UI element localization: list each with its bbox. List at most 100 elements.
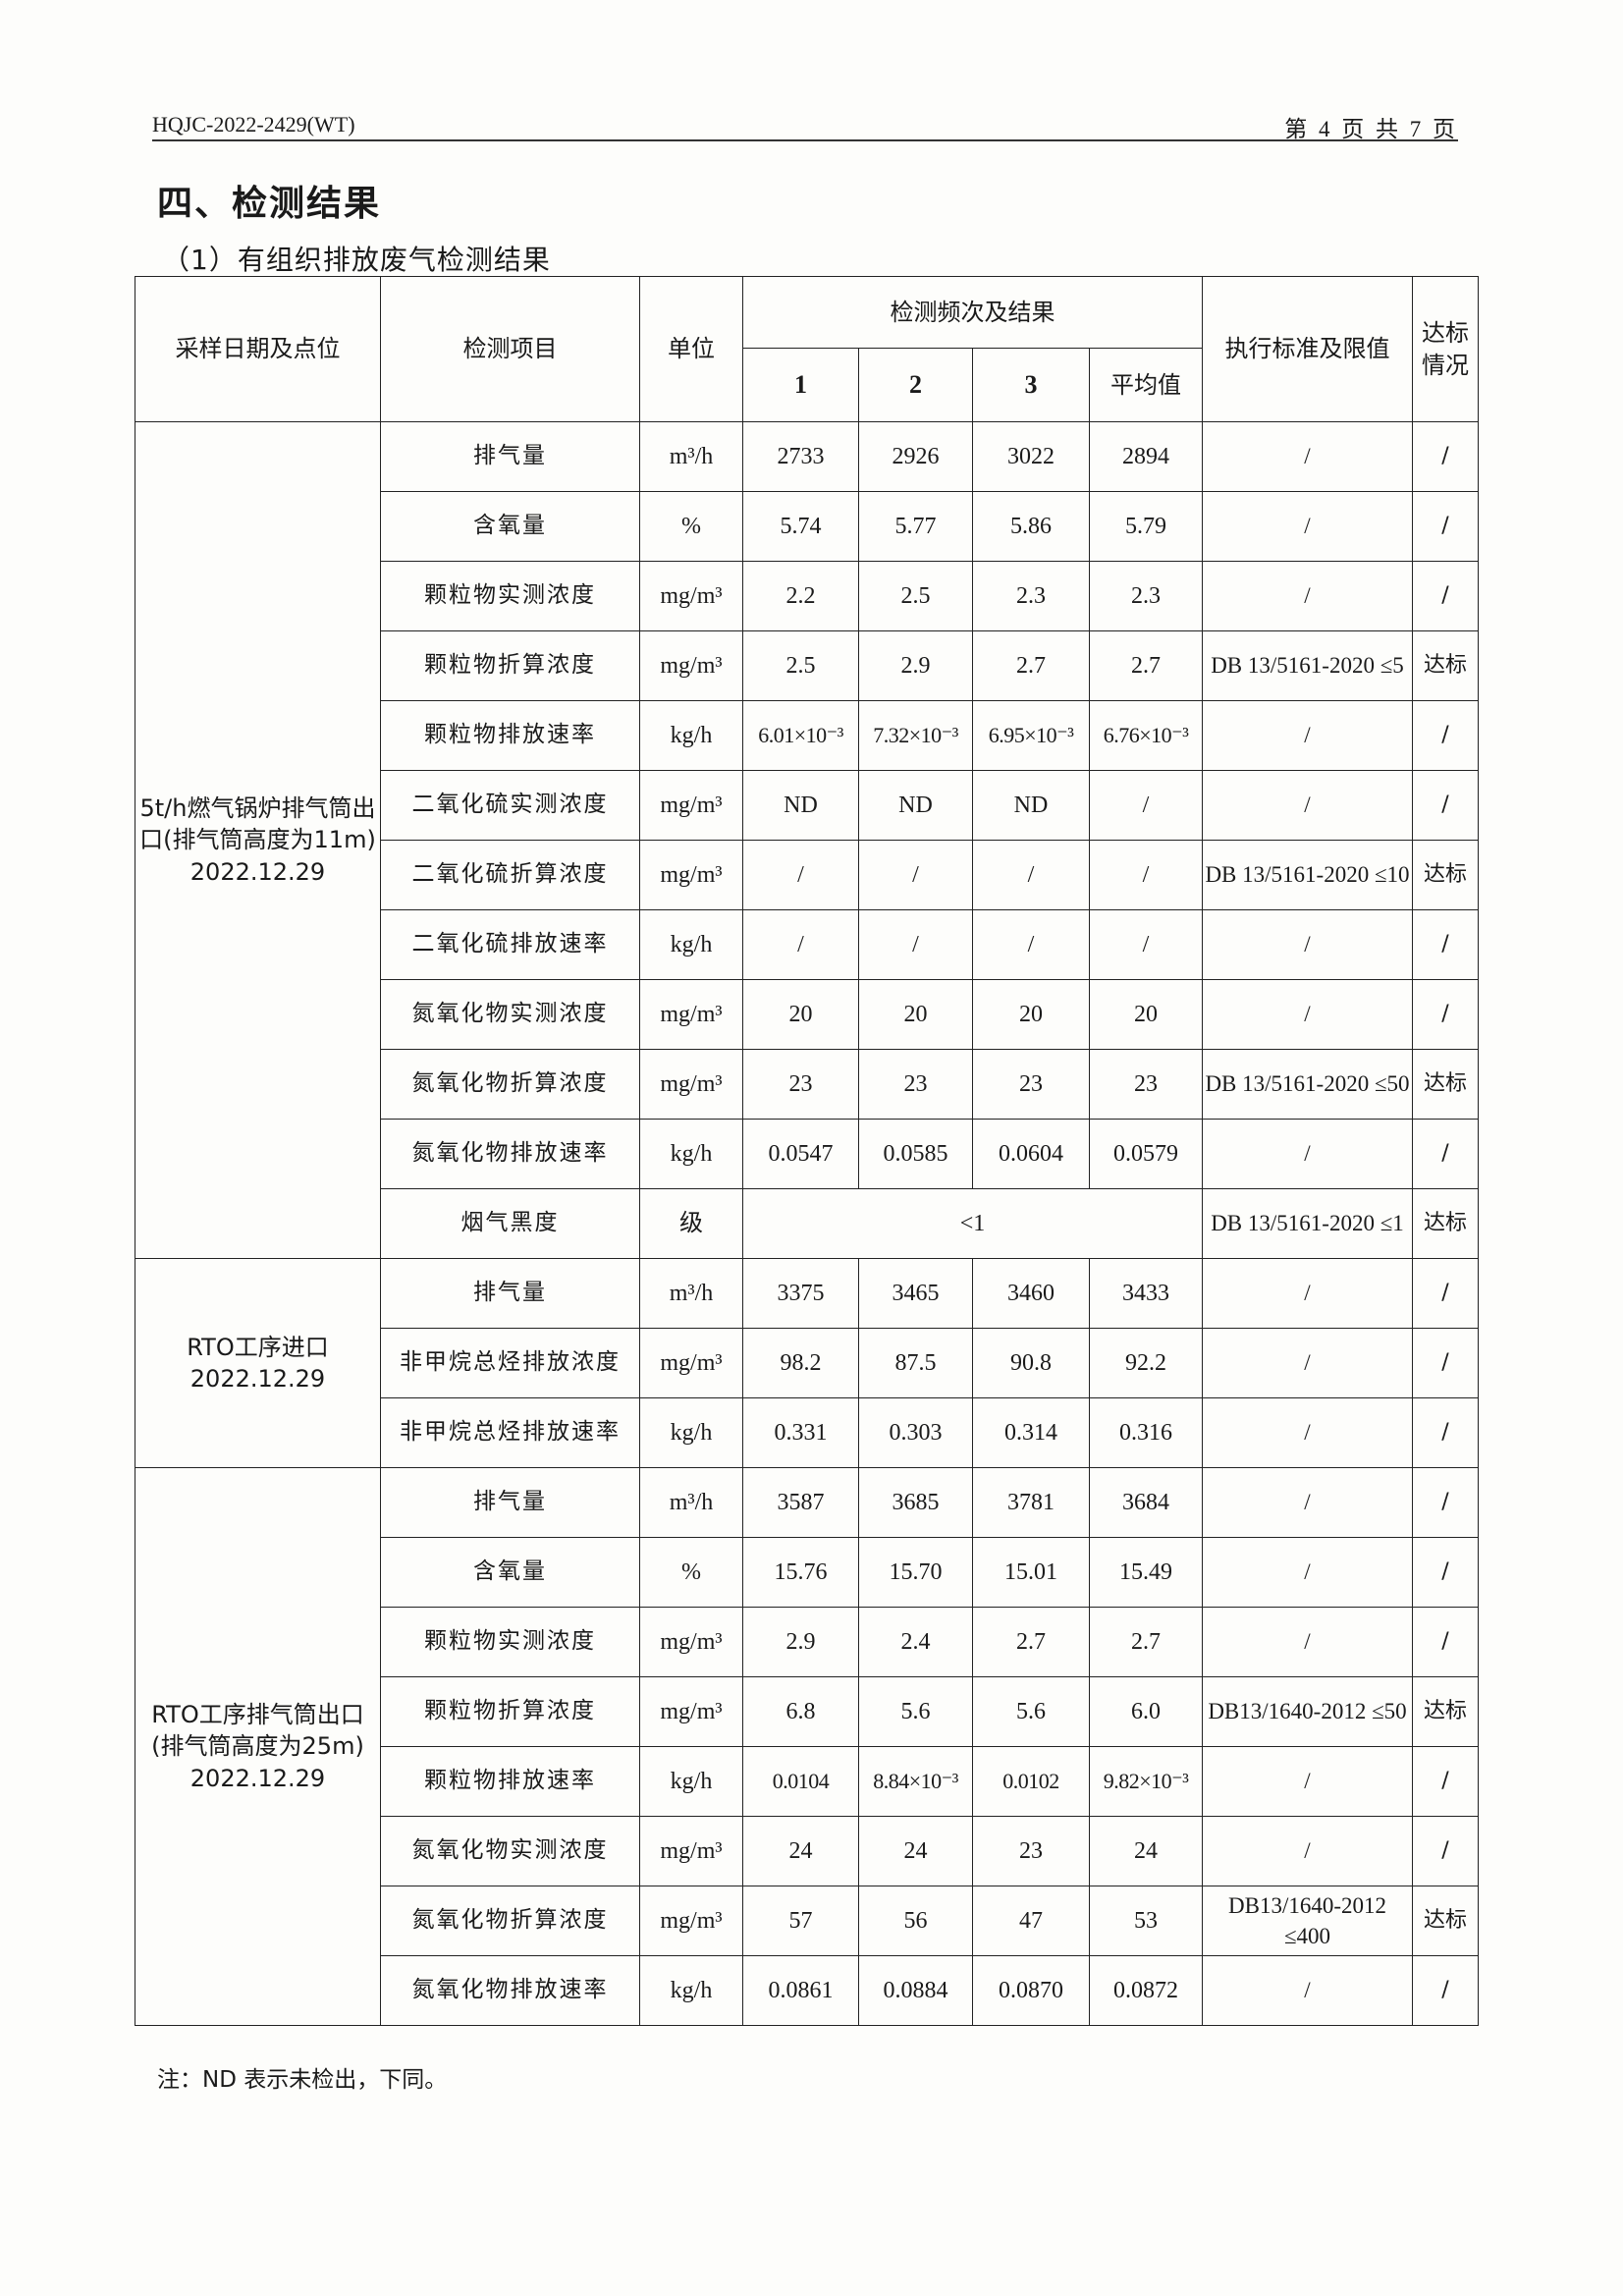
- run-value: 20: [742, 979, 859, 1050]
- compliance-status: /: [1412, 1467, 1479, 1538]
- average-value: 24: [1089, 1816, 1203, 1886]
- header-run-2: 2: [858, 348, 973, 422]
- standard-limit: /: [1202, 1258, 1413, 1329]
- header-run-1: 1: [742, 348, 859, 422]
- table-row: 含氧量% 15.76 15.70 15.01 15.49//: [135, 1537, 1479, 1608]
- run-value: 2.3: [972, 561, 1090, 631]
- unit: kg/h: [639, 1955, 743, 2026]
- unit: 级: [639, 1188, 743, 1259]
- table-row: 氮氧化物折算浓度 mg/m³ 57 56 47 53 DB13/1640-2012 ≤400…: [135, 1886, 1479, 1956]
- run-value: 3460: [972, 1258, 1090, 1329]
- report-number: HQJC-2022-2429(WT): [152, 112, 355, 137]
- results-table: 采样日期及点位 检测项目 单位 检测频次及结果 执行标准及限值 达标情况 1 2…: [135, 276, 1479, 2026]
- run-value: 23: [972, 1816, 1090, 1886]
- unit: m³/h: [639, 1258, 743, 1329]
- table-row: 非甲烷总烃排放浓度 mg/m³ 98.2 87.5 90.8 92.2//: [135, 1328, 1479, 1398]
- compliance-status: /: [1412, 770, 1479, 841]
- unit: mg/m³: [639, 840, 743, 910]
- header-results: 检测频次及结果: [742, 276, 1203, 349]
- compliance-status: /: [1412, 491, 1479, 562]
- run-value: 2.4: [858, 1607, 973, 1677]
- test-item: 颗粒物实测浓度: [380, 1607, 640, 1677]
- run-value: /: [972, 909, 1090, 980]
- standard-limit: DB 13/5161-2020 ≤1: [1202, 1188, 1413, 1259]
- compliance-status: /: [1412, 700, 1479, 771]
- average-value: 15.49: [1089, 1537, 1203, 1608]
- unit: %: [639, 1537, 743, 1608]
- run-value: 0.0884: [858, 1955, 973, 2026]
- run-value: 0.314: [972, 1397, 1090, 1468]
- header-divider: [152, 139, 1458, 141]
- test-item: 排气量: [380, 421, 640, 492]
- unit: kg/h: [639, 1746, 743, 1817]
- compliance-status: /: [1412, 909, 1479, 980]
- run-value: 23: [858, 1049, 973, 1120]
- table-row: 氮氧化物排放速率 kg/h 0.0861 0.0884 0.0870 0.0872//: [135, 1955, 1479, 2026]
- table-row: 氮氧化物折算浓度 mg/m³ 23 23 23 23 DB 13/5161-2020 ≤50…: [135, 1049, 1479, 1120]
- run-value: 98.2: [742, 1328, 859, 1398]
- standard-limit: /: [1202, 700, 1413, 771]
- compliance-status: 达标: [1412, 840, 1479, 910]
- average-value: 2894: [1089, 421, 1203, 492]
- run-value: 56: [858, 1886, 973, 1956]
- standard-limit: /: [1202, 561, 1413, 631]
- table-row: 氮氧化物排放速率 kg/h 0.0547 0.0585 0.0604 0.0579//: [135, 1119, 1479, 1189]
- header-run-3: 3: [972, 348, 1090, 422]
- run-value: 0.0104: [742, 1746, 859, 1817]
- compliance-status: 达标: [1412, 1676, 1479, 1747]
- run-value: 15.01: [972, 1537, 1090, 1608]
- run-value: 24: [858, 1816, 973, 1886]
- unit: mg/m³: [639, 1676, 743, 1747]
- test-item: 排气量: [380, 1258, 640, 1329]
- table-row: 颗粒物实测浓度 mg/m³ 2.2 2.5 2.3 2.3//: [135, 561, 1479, 631]
- average-value: 3684: [1089, 1467, 1203, 1538]
- test-item: 含氧量: [380, 1537, 640, 1608]
- compliance-status: 达标: [1412, 1188, 1479, 1259]
- test-item: 氮氧化物折算浓度: [380, 1049, 640, 1120]
- run-value: 6.01×10⁻³: [742, 700, 859, 771]
- run-value: 47: [972, 1886, 1090, 1956]
- table-row: 颗粒物折算浓度 mg/m³ 6.8 5.6 5.6 6.0 DB13/1640-2012 ≤…: [135, 1676, 1479, 1747]
- run-value: 5.86: [972, 491, 1090, 562]
- standard-limit: DB13/1640-2012 ≤400: [1202, 1886, 1413, 1956]
- standard-limit: /: [1202, 491, 1413, 562]
- run-value: 0.0604: [972, 1119, 1090, 1189]
- subsection-title: （1）有组织排放废气检测结果: [162, 244, 551, 276]
- run-value: 2.7: [972, 630, 1090, 701]
- run-value: 0.331: [742, 1397, 859, 1468]
- run-value: 2.2: [742, 561, 859, 631]
- compliance-status: /: [1412, 1119, 1479, 1189]
- compliance-status: /: [1412, 1816, 1479, 1886]
- test-item: 氮氧化物实测浓度: [380, 979, 640, 1050]
- run-value: 57: [742, 1886, 859, 1956]
- run-value: 2.9: [742, 1607, 859, 1677]
- run-value: 5.6: [858, 1676, 973, 1747]
- run-value: 3465: [858, 1258, 973, 1329]
- merged-result: <1: [742, 1188, 1203, 1259]
- unit: kg/h: [639, 1397, 743, 1468]
- standard-limit: DB13/1640-2012 ≤50: [1202, 1676, 1413, 1747]
- table-row: 氮氧化物实测浓度 mg/m³ 24 24 23 24//: [135, 1816, 1479, 1886]
- sampling-location: 5t/h燃气锅炉排气筒出口(排气筒高度为11m) 2022.12.29: [135, 421, 381, 1259]
- table-row: 氮氧化物实测浓度 mg/m³ 20 20 20 20//: [135, 979, 1479, 1050]
- section-title: 四、检测结果: [157, 184, 382, 224]
- table-row: 二氧化硫实测浓度 mg/m³ ND ND ND / / /: [135, 770, 1479, 841]
- header-compliance: 达标情况: [1412, 276, 1479, 422]
- table-row: 二氧化硫折算浓度 mg/m³ / / / / DB 13/5161-2020 ≤10 达标: [135, 840, 1479, 910]
- compliance-status: /: [1412, 1746, 1479, 1817]
- average-value: 6.76×10⁻³: [1089, 700, 1203, 771]
- unit: m³/h: [639, 421, 743, 492]
- run-value: 0.0102: [972, 1746, 1090, 1817]
- run-value: 15.76: [742, 1537, 859, 1608]
- compliance-status: /: [1412, 561, 1479, 631]
- run-value: /: [742, 840, 859, 910]
- test-item: 含氧量: [380, 491, 640, 562]
- average-value: 23: [1089, 1049, 1203, 1120]
- test-item: 颗粒物排放速率: [380, 1746, 640, 1817]
- compliance-status: /: [1412, 1258, 1479, 1329]
- table-row: RTO工序排气筒出口(排气筒高度为25m) 2022.12.29 排气量 m³/h 3…: [135, 1467, 1479, 2026]
- run-value: 3022: [972, 421, 1090, 492]
- compliance-status: /: [1412, 1537, 1479, 1608]
- run-value: 2.7: [972, 1607, 1090, 1677]
- unit: mg/m³: [639, 630, 743, 701]
